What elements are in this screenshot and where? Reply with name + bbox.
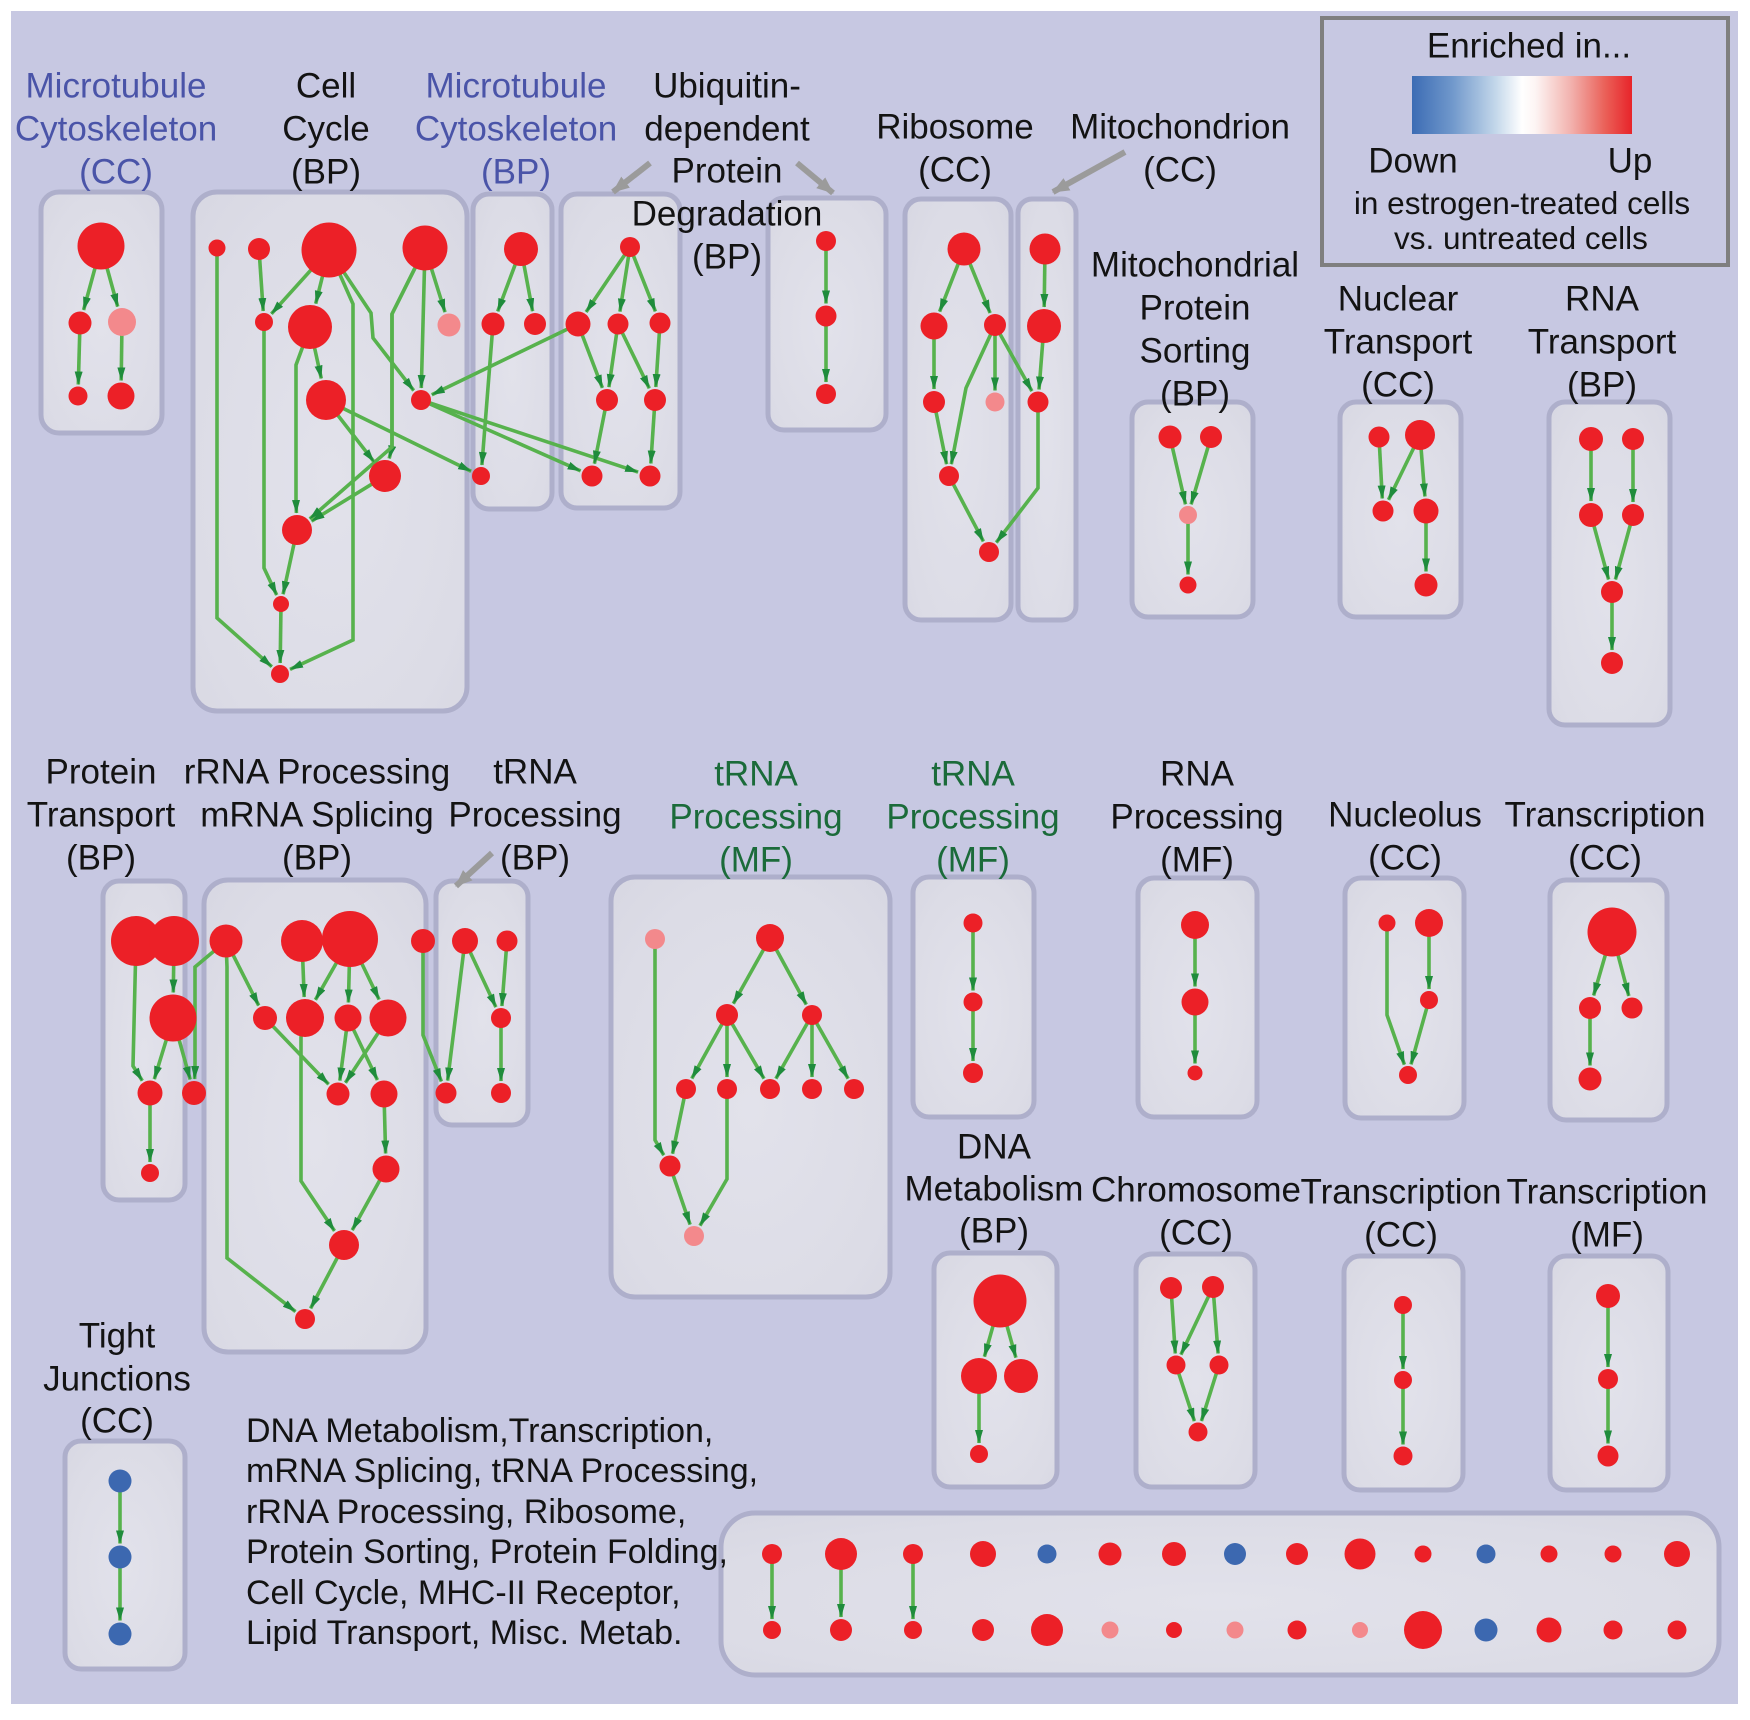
svg-text:Protein: Protein bbox=[46, 753, 157, 792]
svg-text:(CC): (CC) bbox=[1568, 839, 1642, 878]
svg-text:in estrogen-treated cells: in estrogen-treated cells bbox=[1354, 185, 1690, 221]
svg-text:(BP): (BP) bbox=[1160, 375, 1230, 414]
svg-text:Transport: Transport bbox=[27, 796, 176, 835]
svg-text:RNA: RNA bbox=[1565, 280, 1640, 319]
svg-text:mRNA Splicing: mRNA Splicing bbox=[200, 796, 433, 835]
svg-text:Protein: Protein bbox=[672, 152, 783, 191]
svg-text:Cell: Cell bbox=[296, 67, 356, 106]
svg-text:Ubiquitin-: Ubiquitin- bbox=[653, 67, 801, 106]
svg-text:(MF): (MF) bbox=[719, 841, 793, 880]
svg-text:Down: Down bbox=[1368, 142, 1457, 181]
svg-text:Up: Up bbox=[1608, 142, 1653, 181]
svg-text:Processing: Processing bbox=[669, 798, 842, 837]
svg-text:dependent: dependent bbox=[644, 110, 810, 149]
svg-text:RNA: RNA bbox=[1160, 755, 1235, 794]
svg-text:Cytoskeleton: Cytoskeleton bbox=[15, 110, 217, 149]
svg-text:Transport: Transport bbox=[1528, 323, 1677, 362]
svg-text:Transcription: Transcription bbox=[1301, 1173, 1502, 1212]
svg-text:(BP): (BP) bbox=[692, 238, 762, 277]
svg-text:Junctions: Junctions bbox=[43, 1360, 191, 1399]
svg-text:Cytoskeleton: Cytoskeleton bbox=[415, 110, 617, 149]
svg-text:Mitochondrion: Mitochondrion bbox=[1070, 108, 1290, 147]
svg-text:(CC): (CC) bbox=[1364, 1216, 1438, 1255]
svg-text:(MF): (MF) bbox=[1570, 1216, 1644, 1255]
svg-text:Mitochondrial: Mitochondrial bbox=[1091, 246, 1299, 285]
svg-text:Microtubule: Microtubule bbox=[426, 67, 607, 106]
svg-text:Degradation: Degradation bbox=[632, 195, 823, 234]
svg-text:Ribosome: Ribosome bbox=[876, 108, 1034, 147]
svg-text:Nucleolus: Nucleolus bbox=[1328, 796, 1482, 835]
svg-text:Protein: Protein bbox=[1140, 289, 1251, 328]
svg-text:(CC): (CC) bbox=[80, 1402, 154, 1441]
svg-text:Tight: Tight bbox=[79, 1317, 156, 1356]
svg-text:rRNA Processing, Ribosome,: rRNA Processing, Ribosome, bbox=[246, 1493, 686, 1531]
svg-text:mRNA Splicing, tRNA Processing: mRNA Splicing, tRNA Processing, bbox=[246, 1452, 758, 1490]
svg-text:(BP): (BP) bbox=[500, 839, 570, 878]
svg-text:(CC): (CC) bbox=[1159, 1214, 1233, 1253]
svg-text:Microtubule: Microtubule bbox=[26, 67, 207, 106]
svg-text:Processing: Processing bbox=[1110, 798, 1283, 837]
svg-text:(MF): (MF) bbox=[936, 841, 1010, 880]
svg-text:Processing: Processing bbox=[448, 796, 621, 835]
svg-text:Chromosome: Chromosome bbox=[1091, 1171, 1301, 1210]
svg-text:Enriched in...: Enriched in... bbox=[1427, 27, 1631, 66]
svg-text:Transcription: Transcription bbox=[1507, 1173, 1708, 1212]
svg-text:tRNA: tRNA bbox=[931, 755, 1015, 794]
svg-text:DNA: DNA bbox=[957, 1128, 1032, 1167]
svg-text:(BP): (BP) bbox=[959, 1212, 1029, 1251]
svg-text:rRNA Processing: rRNA Processing bbox=[184, 753, 450, 792]
svg-text:(BP): (BP) bbox=[66, 839, 136, 878]
svg-text:tRNA: tRNA bbox=[493, 753, 577, 792]
svg-text:vs. untreated cells: vs. untreated cells bbox=[1394, 220, 1648, 256]
svg-text:tRNA: tRNA bbox=[714, 755, 798, 794]
svg-text:(BP): (BP) bbox=[481, 153, 551, 192]
svg-text:Cell Cycle, MHC-II Receptor,: Cell Cycle, MHC-II Receptor, bbox=[246, 1574, 681, 1612]
svg-text:(CC): (CC) bbox=[79, 153, 153, 192]
svg-text:Protein Sorting, Protein Foldi: Protein Sorting, Protein Folding, bbox=[246, 1533, 728, 1571]
svg-text:Transport: Transport bbox=[1324, 323, 1473, 362]
svg-text:(BP): (BP) bbox=[1567, 366, 1637, 405]
svg-text:Transcription: Transcription bbox=[1505, 796, 1706, 835]
svg-text:Nuclear: Nuclear bbox=[1338, 280, 1459, 319]
svg-text:Processing: Processing bbox=[886, 798, 1059, 837]
svg-text:(CC): (CC) bbox=[1368, 839, 1442, 878]
svg-text:Sorting: Sorting bbox=[1140, 332, 1251, 371]
svg-text:(MF): (MF) bbox=[1160, 841, 1234, 880]
svg-text:Cycle: Cycle bbox=[282, 110, 370, 149]
svg-text:(CC): (CC) bbox=[1361, 366, 1435, 405]
svg-text:DNA Metabolism,Transcription,: DNA Metabolism,Transcription, bbox=[246, 1412, 713, 1450]
svg-text:(BP): (BP) bbox=[282, 839, 352, 878]
svg-text:(CC): (CC) bbox=[1143, 151, 1217, 190]
svg-text:Metabolism: Metabolism bbox=[905, 1170, 1084, 1209]
svg-text:(CC): (CC) bbox=[918, 151, 992, 190]
svg-text:Lipid Transport, Misc. Metab.: Lipid Transport, Misc. Metab. bbox=[246, 1614, 683, 1652]
svg-text:(BP): (BP) bbox=[291, 153, 361, 192]
